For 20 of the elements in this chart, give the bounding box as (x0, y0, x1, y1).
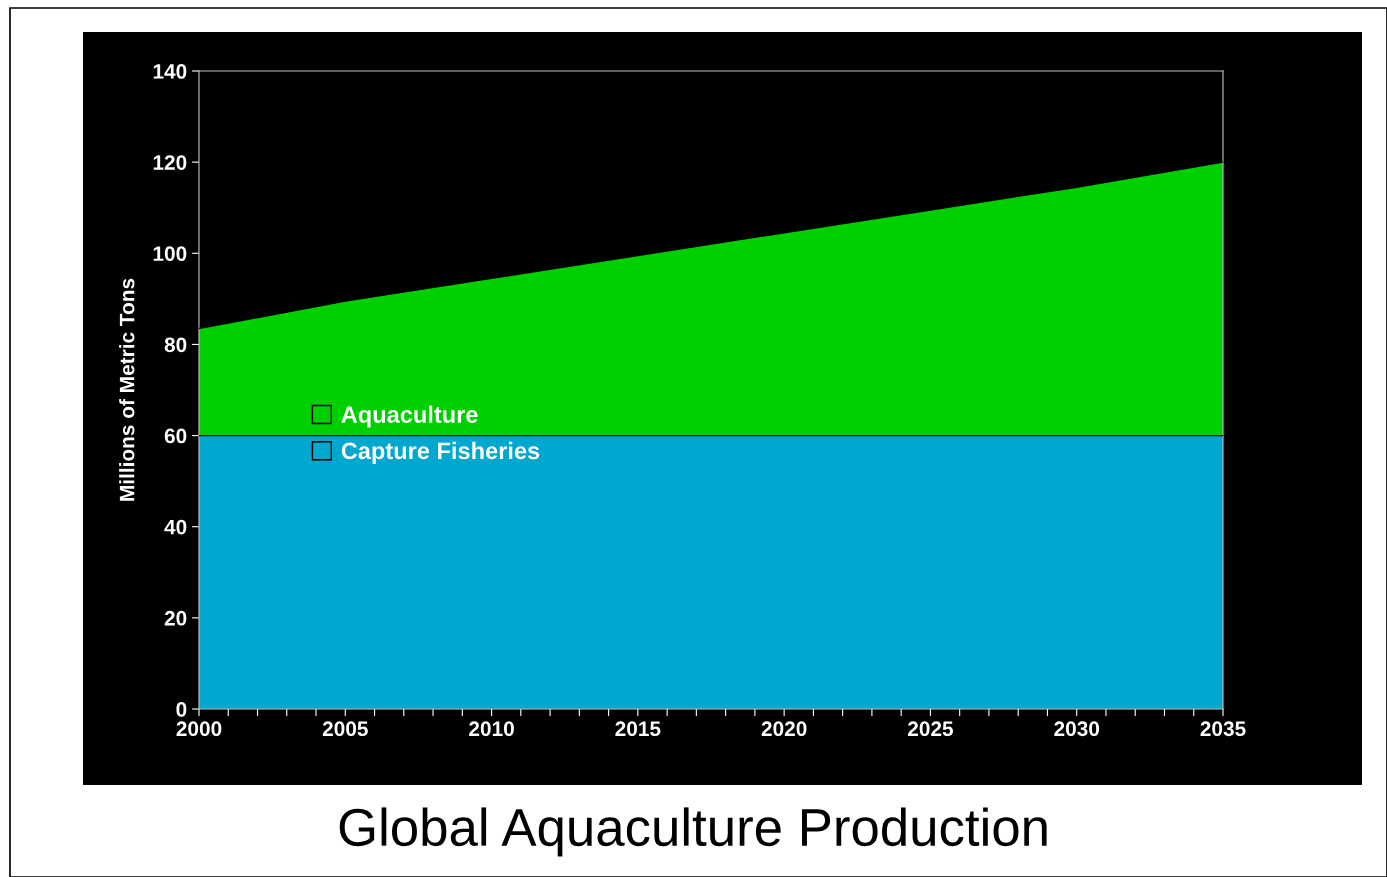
x-tick-label: 2030 (1054, 721, 1100, 737)
text: Global Aquaculture Production (339, 807, 1047, 857)
x-tick-label: 2035 (1200, 721, 1246, 737)
y-tick-label: 100 (153, 246, 187, 262)
y-tick-label: 20 (164, 610, 187, 626)
x-tick-label: 2000 (176, 721, 222, 737)
y-tick-label: 140 (153, 64, 187, 79)
legend-label: Aquaculture (341, 405, 478, 428)
x-tick-label: 2020 (761, 721, 807, 737)
x-tick-label: 2015 (615, 721, 661, 737)
x-tick-label: 2005 (322, 721, 368, 737)
y-tick-label: 120 (153, 155, 187, 170)
y-tick-label: 40 (164, 519, 187, 535)
y-tick-label: 60 (164, 428, 187, 444)
legend-label: Capture Fisheries (341, 441, 540, 464)
x-tick-label: 2025 (907, 721, 954, 737)
y-tick-label: 0 (176, 702, 187, 717)
y-tick-label: 80 (164, 337, 187, 353)
x-tick-label: 2010 (469, 721, 514, 737)
y-axis-title: Millions of Metric Tons (119, 278, 135, 501)
